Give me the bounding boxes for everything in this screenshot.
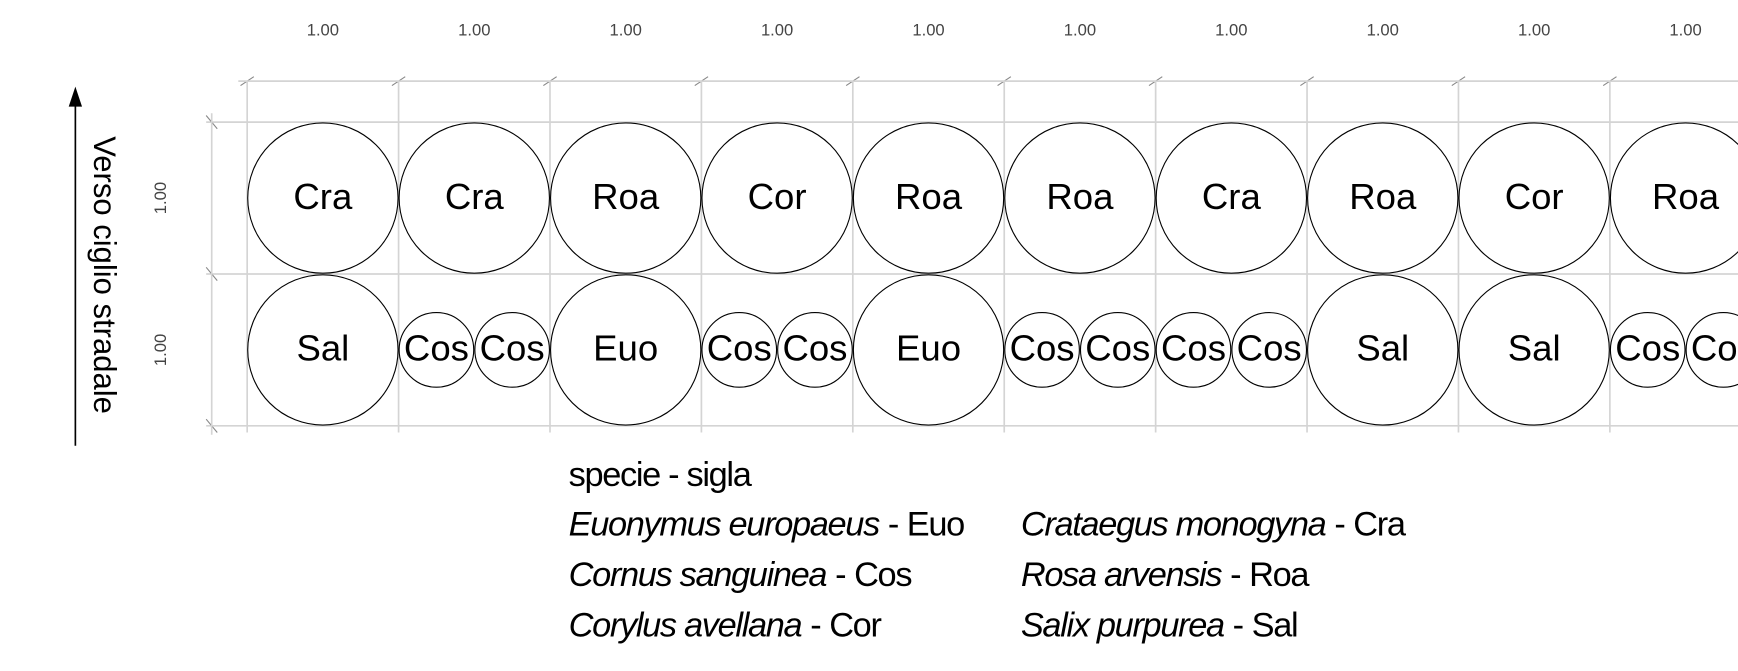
species-code: Cor <box>829 607 881 645</box>
species-code: Sal <box>1252 607 1298 645</box>
plant-code: Cor <box>748 176 807 217</box>
legend-entry: Cornus sanguinea - Cos <box>569 556 912 594</box>
plant-code: Roa <box>1652 176 1720 217</box>
species-name: Crataegus monogyna <box>1021 506 1326 544</box>
separator: - <box>1334 506 1344 544</box>
column-width: 1.00 <box>307 21 339 40</box>
column-width: 1.00 <box>1064 21 1096 40</box>
plant-circle <box>474 312 550 388</box>
plant-circle <box>1231 312 1308 388</box>
plant-circle <box>1685 312 1738 388</box>
plant-code: Cos <box>1085 328 1150 369</box>
plant-code: Roa <box>1349 176 1417 217</box>
plant-circle <box>549 274 702 426</box>
column-width: 1.00 <box>1215 21 1247 40</box>
plant-circle <box>247 274 399 426</box>
plant-code: Cos <box>1237 328 1302 369</box>
plant-code: Cos <box>1161 328 1226 369</box>
species-name: Salix purpurea <box>1021 607 1224 645</box>
plant-circle <box>1458 274 1610 426</box>
plant-code: Roa <box>1046 176 1114 217</box>
species-name: Corylus avellana <box>569 607 802 645</box>
plant-circle <box>1155 312 1232 388</box>
separator: - <box>1230 556 1240 594</box>
plant-circle <box>549 122 702 274</box>
plant-circle <box>1458 122 1610 274</box>
plant-code: Cra <box>293 176 353 217</box>
plant-circle <box>701 122 853 274</box>
plant-circle <box>852 122 1005 274</box>
legend-entry: Euonymus europaeus - Euo <box>569 506 965 544</box>
plant-code: Cor <box>1505 176 1564 217</box>
column-width: 1.00 <box>610 21 642 40</box>
plant-code: Sal <box>1508 328 1561 369</box>
plant-circle <box>852 274 1005 426</box>
plant-code: Cos <box>480 328 545 369</box>
plant-code: Cos <box>707 328 772 369</box>
plant-circle <box>398 312 475 388</box>
plant-code: Cra <box>1202 176 1262 217</box>
legend-entry: Rosa arvensis - Roa <box>1021 556 1311 594</box>
plant-circle <box>701 312 778 388</box>
axis-label: Verso ciglio stradale <box>87 136 122 414</box>
column-width: 1.00 <box>912 21 944 40</box>
plant-code: Cos <box>404 328 469 369</box>
column-width: 1.00 <box>1669 21 1701 40</box>
separator: - <box>888 506 898 544</box>
plant-circle <box>1004 122 1156 274</box>
plant-code: Sal <box>296 328 349 369</box>
plant-code: Cos <box>1691 328 1738 369</box>
separator: - <box>835 556 845 594</box>
species-code: Cra <box>1353 506 1407 544</box>
plant-circle <box>1307 122 1459 274</box>
plant-circle <box>1079 312 1156 388</box>
species-code: Euo <box>907 506 964 544</box>
species-name: Cornus sanguinea <box>569 556 827 594</box>
legend-title: specie - sigla <box>569 456 753 494</box>
plant-code: Euo <box>896 328 961 369</box>
legend-entry: Corylus avellana - Cor <box>569 607 882 645</box>
plant-circle <box>1609 122 1738 274</box>
plant-circle <box>777 312 853 388</box>
plant-circle <box>1155 122 1308 274</box>
species-name: Euonymus europaeus <box>569 506 880 544</box>
column-width: 1.00 <box>1367 21 1399 40</box>
species-name: Rosa arvensis <box>1021 556 1223 594</box>
plant-code: Sal <box>1356 328 1409 369</box>
plant-code: Cra <box>445 176 505 217</box>
separator: - <box>810 607 820 645</box>
legend-entry: Crataegus monogyna - Cra <box>1021 506 1407 544</box>
row-height: 1.00 <box>151 182 170 214</box>
arrow-head <box>68 86 83 107</box>
species-code: Roa <box>1249 556 1310 594</box>
row-height: 1.00 <box>151 334 170 366</box>
column-width: 1.00 <box>761 21 793 40</box>
plant-code: Cos <box>1010 328 1075 369</box>
grid <box>205 76 1738 435</box>
legend-entry: Salix purpurea - Sal <box>1021 607 1297 645</box>
plant-circle <box>1004 312 1080 388</box>
column-width: 1.00 <box>1518 21 1550 40</box>
separator: - <box>1233 607 1243 645</box>
plant-code: Roa <box>895 176 963 217</box>
species-code: Cos <box>854 556 911 594</box>
plant-circle <box>398 122 550 274</box>
plant-code: Cos <box>1615 328 1680 369</box>
plant-circle <box>1307 274 1459 426</box>
plant-code: Cos <box>782 328 847 369</box>
plant-circle <box>1609 312 1686 388</box>
plant-code: Roa <box>592 176 660 217</box>
plant-circle <box>247 122 399 274</box>
plant-code: Euo <box>593 328 658 369</box>
column-width: 1.00 <box>458 21 490 40</box>
